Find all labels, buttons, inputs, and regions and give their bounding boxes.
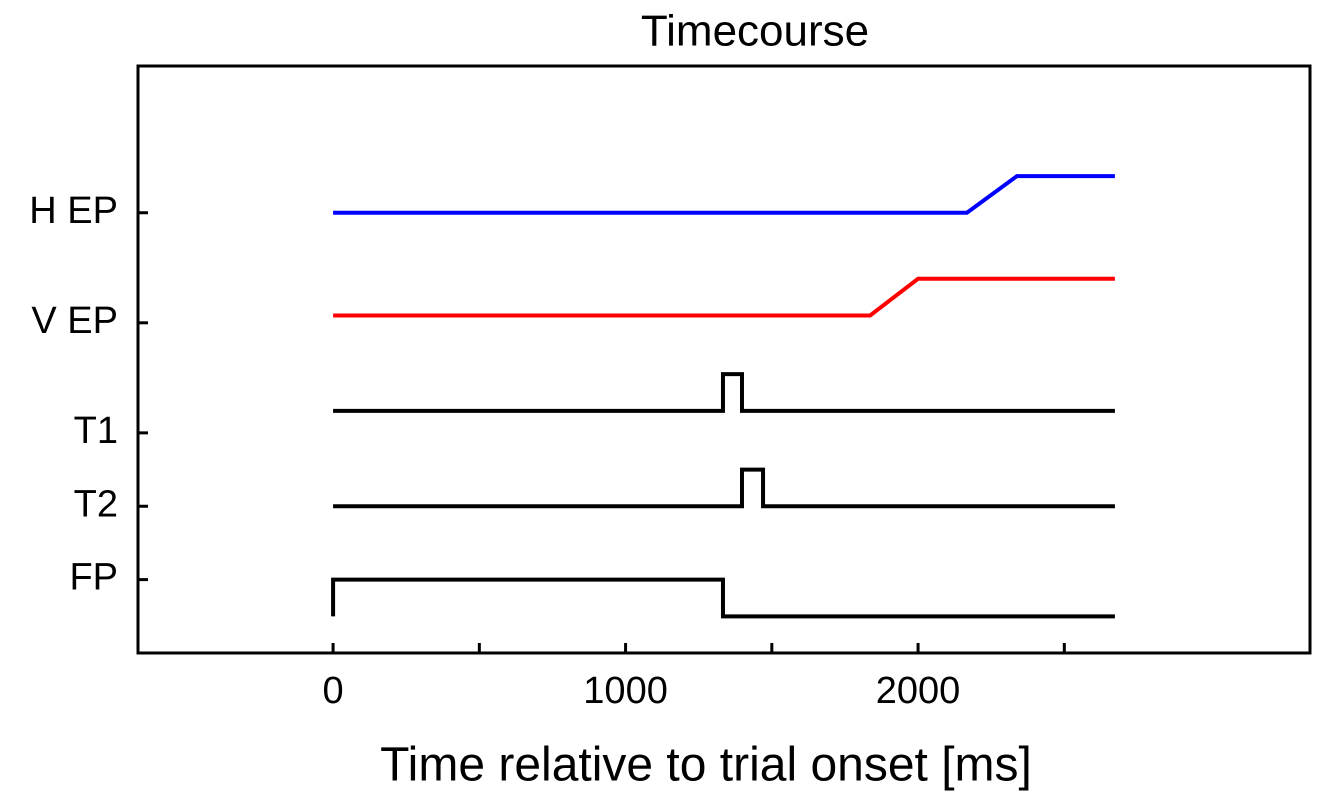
series-line <box>333 276 1115 318</box>
x-tick-label: 0 <box>323 670 344 712</box>
x-tick-label: 2000 <box>876 670 961 712</box>
y-tick-label: V EP <box>31 300 118 342</box>
plot-frame <box>136 64 1312 655</box>
chart-title: Timecourse <box>641 7 869 56</box>
x-tick-label: 1000 <box>583 670 668 712</box>
y-tick-label: T2 <box>74 483 118 525</box>
series-line <box>333 372 1115 413</box>
y-tick-label: FP <box>69 557 118 599</box>
series-line <box>333 174 1115 215</box>
y-tick-label: T1 <box>74 410 118 452</box>
y-tick-label: H EP <box>29 190 118 232</box>
series-line <box>331 577 1115 619</box>
series-line <box>333 467 1115 509</box>
x-axis-label: Time relative to trial onset [ms] <box>380 739 1032 792</box>
